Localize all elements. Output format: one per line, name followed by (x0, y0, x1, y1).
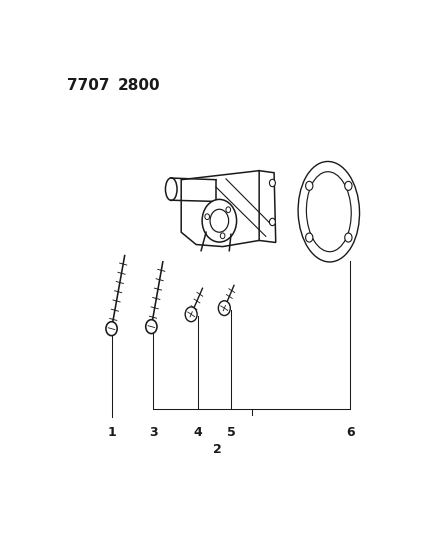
Circle shape (220, 233, 225, 239)
Circle shape (205, 214, 209, 220)
Circle shape (345, 233, 352, 242)
Text: 2: 2 (213, 443, 222, 456)
Circle shape (306, 233, 313, 242)
Text: 5: 5 (226, 426, 235, 439)
Circle shape (306, 181, 313, 190)
Text: 3: 3 (149, 426, 158, 439)
Ellipse shape (298, 161, 360, 262)
Polygon shape (259, 171, 276, 243)
Ellipse shape (306, 172, 351, 252)
Text: 6: 6 (346, 426, 355, 439)
Circle shape (106, 322, 117, 336)
Circle shape (345, 181, 352, 190)
Circle shape (270, 179, 275, 187)
Text: 7707: 7707 (67, 78, 109, 93)
Circle shape (270, 219, 275, 225)
Circle shape (146, 320, 157, 334)
Text: 1: 1 (107, 426, 116, 439)
Circle shape (210, 209, 229, 232)
Circle shape (226, 207, 231, 213)
Circle shape (185, 307, 197, 322)
Ellipse shape (166, 178, 177, 200)
Polygon shape (181, 171, 271, 247)
Text: 4: 4 (193, 426, 202, 439)
Circle shape (218, 301, 230, 316)
Circle shape (202, 199, 237, 242)
Text: 2800: 2800 (118, 78, 161, 93)
